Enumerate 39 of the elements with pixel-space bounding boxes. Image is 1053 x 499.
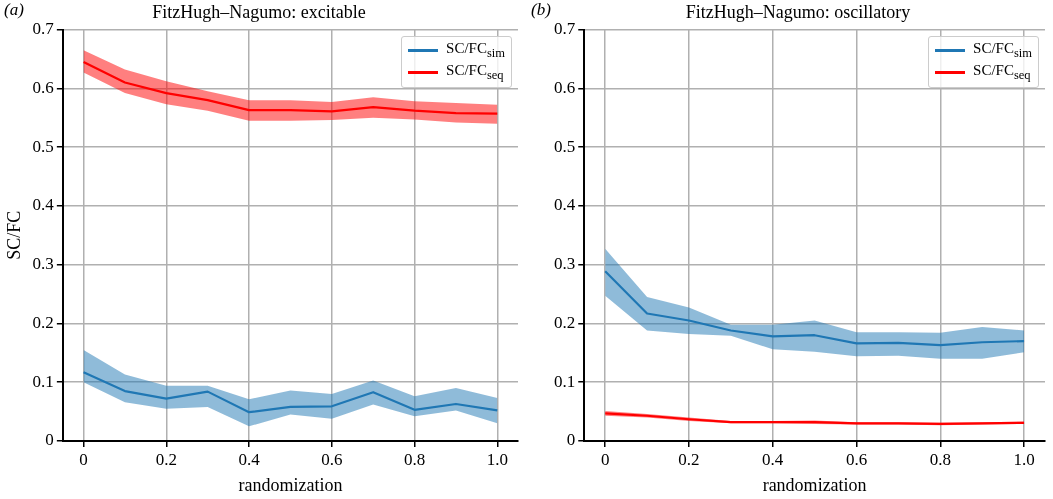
y-tick-label: 0.4 <box>32 195 55 215</box>
text: (b) <box>531 0 551 20</box>
x-tick-label: 0.6 <box>321 449 343 469</box>
y-tick-label: 0.2 <box>32 312 54 332</box>
text: (a) <box>4 0 24 20</box>
legend-label: SC/FC$_{sim}$ <box>446 40 505 62</box>
x-tick-label: 0.2 <box>678 449 700 469</box>
x-tick-label: 0 <box>600 449 610 469</box>
x-axis-title: randomization <box>238 474 343 495</box>
chart-title: FitzHugh–Nagumo: excitable <box>152 1 366 22</box>
x-tick-label: 0.4 <box>762 449 784 469</box>
x-tick-label: 0.8 <box>403 449 426 469</box>
y-axis-title: SC/FC <box>3 210 24 260</box>
x-tick-label: 0 <box>79 449 88 469</box>
y-tick-label: 0.2 <box>554 312 576 332</box>
y-tick-label: 0.5 <box>32 136 54 156</box>
legend-label: SC/FC$_{sim}$ <box>973 40 1032 62</box>
y-tick-label: 0.3 <box>554 254 576 274</box>
chart-title: FitzHugh–Nagumo: oscillatory <box>685 1 911 22</box>
legend-label: SC/FC$_{seq}$ <box>446 62 504 84</box>
y-tick-label: 0.7 <box>554 19 576 39</box>
x-tick-label: 0.4 <box>238 449 261 469</box>
y-tick-label: 0 <box>566 430 576 450</box>
y-tick-label: 0.7 <box>32 19 55 39</box>
y-tick-label: 0.5 <box>554 136 576 156</box>
x-tick-label: 0.6 <box>845 449 868 469</box>
x-tick-label: 0.2 <box>155 449 177 469</box>
legend-label: SC/FC$_{seq}$ <box>973 62 1031 84</box>
x-tick-label: 0.8 <box>929 449 951 469</box>
x-axis-title: randomization <box>762 474 867 495</box>
y-tick-label: 0.1 <box>32 371 54 391</box>
y-tick-label: 0 <box>45 430 54 450</box>
y-tick-label: 0.3 <box>32 254 54 274</box>
x-tick-label: 1.0 <box>1013 449 1035 469</box>
y-tick-label: 0.6 <box>554 77 576 97</box>
y-tick-label: 0.6 <box>32 77 54 97</box>
x-tick-label: 1.0 <box>486 449 508 469</box>
y-tick-label: 0.1 <box>554 371 576 391</box>
y-tick-label: 0.4 <box>554 195 576 215</box>
